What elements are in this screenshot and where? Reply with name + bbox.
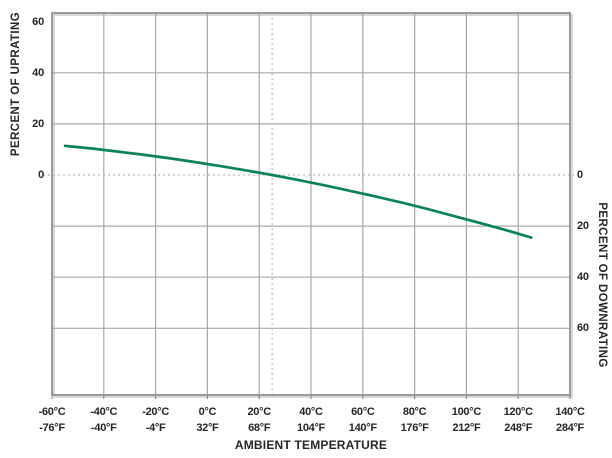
x-tick-fahrenheit: 284°F bbox=[556, 421, 584, 434]
x-tick-label: 0°C 32°F bbox=[175, 405, 239, 436]
x-tick-fahrenheit: -4°F bbox=[145, 421, 166, 434]
y-tick-label-uprating: 0 bbox=[38, 169, 44, 181]
x-tick-celsius: 20°C bbox=[247, 406, 271, 418]
x-tick-celsius: -40°C bbox=[90, 406, 118, 418]
rating-curve bbox=[63, 144, 533, 239]
y-axis-left-title: PERCENT OF UPRATING bbox=[10, 11, 22, 157]
x-tick-label: 40°C 104°F bbox=[279, 405, 343, 436]
x-tick-label: 100°C 212°F bbox=[434, 405, 498, 436]
x-tick-label: -20°C -4°F bbox=[124, 405, 188, 436]
x-tick-celsius: -60°C bbox=[38, 406, 66, 418]
plot-border bbox=[51, 12, 571, 396]
y-tick-label-downrating: 20 bbox=[577, 220, 589, 233]
y-tick-label-uprating: 60 bbox=[32, 15, 44, 28]
x-tick-fahrenheit: 176°F bbox=[400, 421, 429, 434]
x-tick-label: 120°C 248°F bbox=[486, 405, 550, 436]
plot-border-shadow bbox=[53, 14, 573, 398]
x-tick-label: 20°C 68°F bbox=[227, 405, 291, 436]
x-tick-celsius: 140°C bbox=[555, 406, 585, 418]
x-tick-celsius: 60°C bbox=[351, 406, 375, 418]
x-tick-label: -40°C -40°F bbox=[72, 405, 136, 436]
x-tick-label: 140°C 284°F bbox=[538, 405, 602, 436]
x-tick-fahrenheit: 248°F bbox=[504, 421, 533, 434]
x-tick-celsius: 100°C bbox=[451, 406, 482, 418]
x-tick-fahrenheit: -40°F bbox=[91, 421, 117, 434]
x-tick-celsius: 0°C bbox=[198, 406, 217, 418]
x-tick-celsius: 120°C bbox=[503, 406, 534, 418]
x-tick-celsius: -20°C bbox=[142, 406, 169, 418]
x-axis-title: AMBIENT TEMPERATURE bbox=[234, 438, 388, 452]
x-tick-fahrenheit: 212°F bbox=[452, 421, 481, 434]
x-tick-label: 60°C 140°F bbox=[331, 405, 395, 436]
x-tick-fahrenheit: -76°F bbox=[39, 421, 65, 434]
x-tick-label: 80°C 176°F bbox=[383, 405, 447, 436]
x-tick-fahrenheit: 32°F bbox=[196, 421, 219, 434]
y-axis-right-title: PERCENT OF DOWNRATING bbox=[596, 202, 608, 368]
y-tick-label-downrating: 0 bbox=[577, 169, 583, 181]
x-tick-fahrenheit: 140°F bbox=[348, 421, 377, 434]
x-tick-celsius: 40°C bbox=[299, 406, 323, 418]
x-tick-fahrenheit: 104°F bbox=[297, 421, 325, 434]
x-tick-label: -60°C -76°F bbox=[20, 405, 84, 436]
x-tick-celsius: 80°C bbox=[402, 406, 427, 418]
y-tick-label-uprating: 20 bbox=[32, 117, 44, 130]
y-tick-label-downrating: 40 bbox=[577, 271, 589, 284]
y-tick-label-downrating: 60 bbox=[577, 322, 589, 335]
x-tick-fahrenheit: 68°F bbox=[248, 421, 271, 434]
y-tick-label-uprating: 40 bbox=[32, 66, 44, 79]
